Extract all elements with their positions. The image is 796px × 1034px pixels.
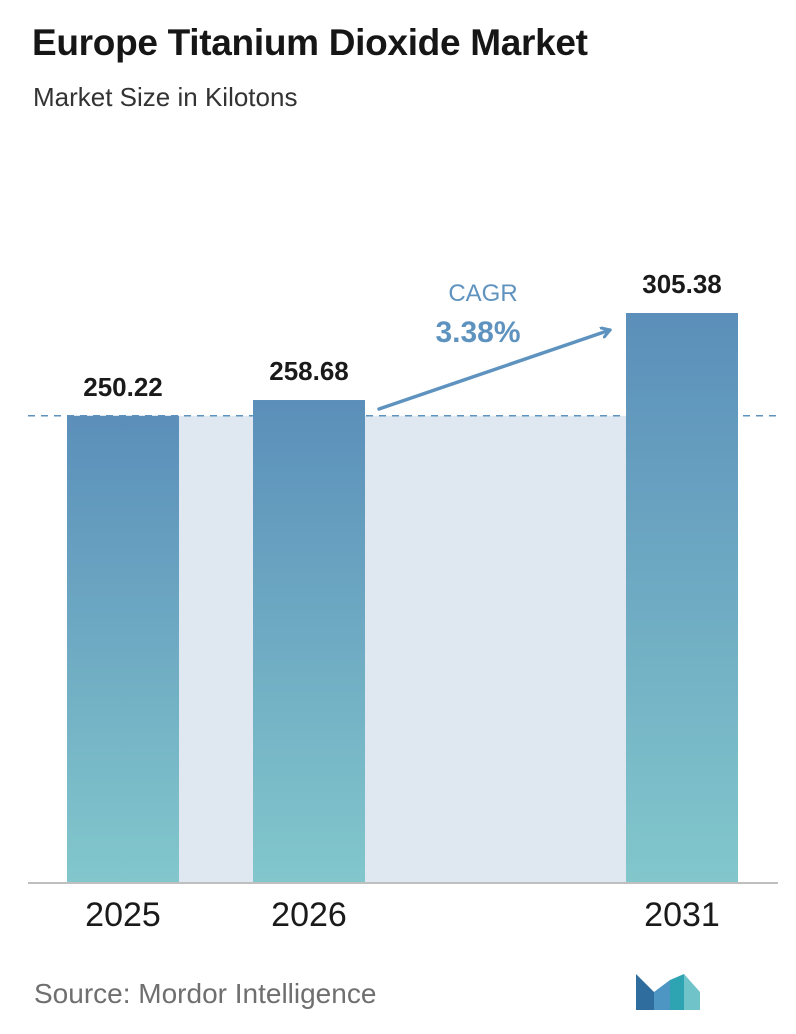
source-note: Source: Mordor Intelligence [34,978,377,1009]
mordor-intelligence-logo-icon [636,974,700,1010]
value-label-2026: 258.68 [269,356,349,386]
bar-2031 [626,313,738,882]
connector-band [365,415,626,882]
value-label-2025: 250.22 [83,372,163,402]
x-tick-label-2025: 2025 [85,896,161,934]
connector-band [179,415,253,882]
chart-subtitle: Market Size in Kilotons [33,82,298,112]
bar-2025 [67,415,179,882]
chart-title: Europe Titanium Dioxide Market [32,22,588,63]
value-label-2031: 305.38 [642,269,722,299]
x-tick-label-2026: 2026 [271,896,347,934]
cagr-label: CAGR [448,280,517,307]
cagr-arrow [377,330,612,411]
x-tick-label-2031: 2031 [644,896,720,934]
cagr-value: 3.38% [435,316,520,349]
bar-2026 [253,400,365,882]
